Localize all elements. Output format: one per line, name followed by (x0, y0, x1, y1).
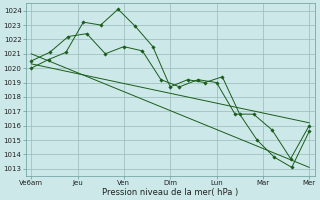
X-axis label: Pression niveau de la mer( hPa ): Pression niveau de la mer( hPa ) (102, 188, 238, 197)
